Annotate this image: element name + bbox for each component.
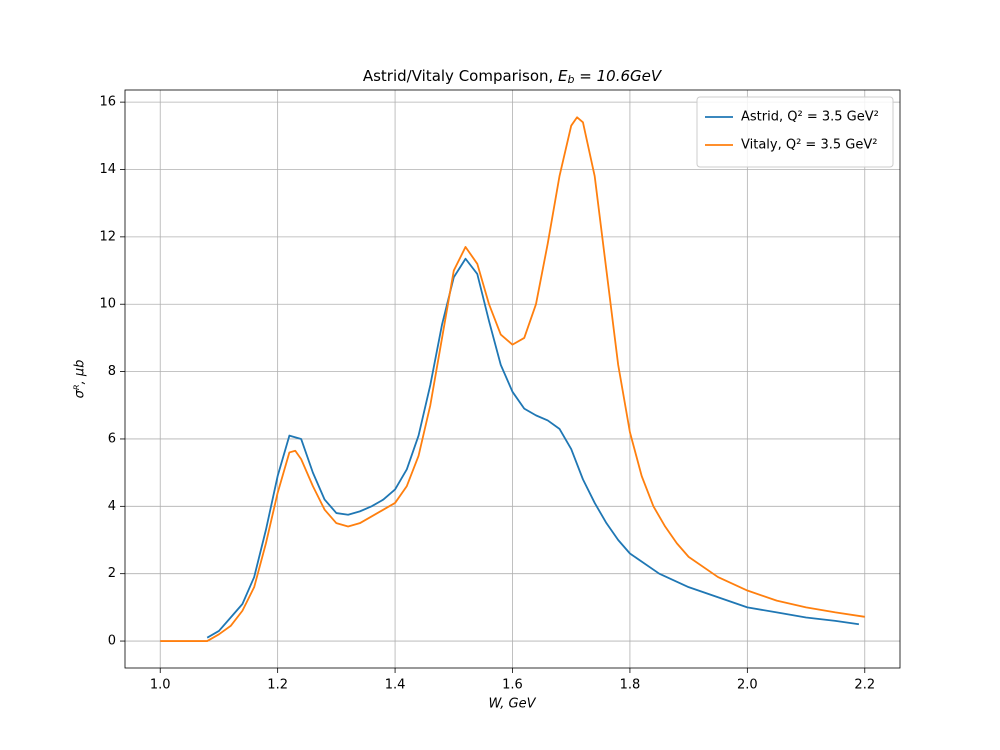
x-tick-label: 2.2 — [854, 678, 875, 693]
x-tick-label: 1.6 — [502, 678, 523, 693]
chart-title: Astrid/Vitaly Comparison, Eb = 10.6GeV — [363, 67, 663, 87]
y-tick-label: 0 — [108, 634, 116, 649]
legend-label: Astrid, Q² = 3.5 GeV² — [741, 110, 879, 125]
legend-label: Vitaly, Q² = 3.5 GeV² — [741, 138, 877, 153]
axes-frame — [124, 89, 901, 669]
grid — [125, 90, 900, 668]
x-tick-label: 1.8 — [620, 678, 641, 693]
data-line — [160, 116, 865, 642]
y-tick-label: 12 — [99, 229, 116, 244]
title-rest: = 10.6GeV — [575, 67, 663, 85]
y-tick-label: 16 — [99, 95, 116, 110]
title-symbol: E — [558, 67, 568, 85]
legend-box — [696, 96, 894, 168]
x-tick-label: 1.0 — [150, 678, 171, 693]
y-tick-label: 10 — [99, 297, 116, 312]
y-tick-label: 4 — [108, 499, 116, 514]
x-tick-label: 1.4 — [385, 678, 406, 693]
x-axis-label: W, GeV — [488, 697, 536, 712]
x-tick-label: 1.2 — [267, 678, 288, 693]
y-tick-label: 14 — [99, 162, 116, 177]
y-tick-label: 2 — [108, 566, 116, 581]
y-axis-label: σᴿ, μb — [73, 360, 88, 399]
title-subscript: b — [568, 73, 575, 86]
title-text: Astrid/Vitaly Comparison, — [363, 67, 558, 85]
y-tick-label: 6 — [108, 431, 116, 446]
x-tick-label: 2.0 — [737, 678, 758, 693]
data-line — [206, 257, 860, 639]
y-tick-label: 8 — [108, 364, 116, 379]
